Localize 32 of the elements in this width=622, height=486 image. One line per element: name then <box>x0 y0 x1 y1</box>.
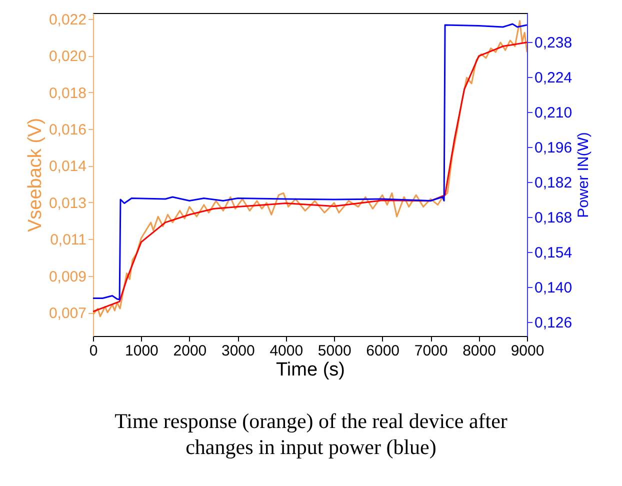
x-tick-label: 2000 <box>173 342 207 360</box>
x-axis-title: Time (s) <box>276 360 345 380</box>
x-tick-label: 9000 <box>510 342 544 360</box>
y-tick-label: 0,018 <box>48 84 86 102</box>
y2-tick-label: 0,182 <box>534 174 572 192</box>
x-tick-label: 3000 <box>221 342 255 360</box>
text: Time response (orange) of the real device after changes in input power (blue) <box>114 408 508 460</box>
y2-tick-label: 0,210 <box>534 104 572 122</box>
y2-tick-label: 0,154 <box>534 244 572 262</box>
y2-tick-label: 0,238 <box>534 34 572 52</box>
y-tick-label: 0,022 <box>48 11 86 28</box>
y-tick-label: 0,016 <box>48 121 86 138</box>
x-tick-label: 4000 <box>270 342 304 360</box>
y2-tick-label: 0,224 <box>534 70 572 86</box>
y-tick-label: 0,009 <box>48 268 86 286</box>
y-tick-label: 0,013 <box>48 194 86 212</box>
x-tick-label: 7000 <box>414 342 448 360</box>
x-tick-label: 6000 <box>366 342 400 360</box>
y2-tick-label: 0,140 <box>534 280 572 296</box>
x-tick-label: 0 <box>89 342 98 360</box>
y-tick-label: 0,011 <box>50 232 86 249</box>
x-tick-label: 1000 <box>125 342 158 360</box>
x-tick-label: 8000 <box>462 342 496 360</box>
y2-axis-title: Power IN(W) <box>575 132 592 218</box>
y-axis-title: Vseeback (V) <box>24 118 46 232</box>
y-tick-label: 0,007 <box>48 305 86 322</box>
y-tick-label: 0,014 <box>48 158 86 176</box>
x-tick-label: 5000 <box>318 342 352 360</box>
y2-tick-label: 0,126 <box>534 314 572 332</box>
y2-tick-label: 0,168 <box>534 210 572 226</box>
y2-tick-label: 0,196 <box>534 140 572 156</box>
y-tick-label: 0,020 <box>48 48 86 66</box>
